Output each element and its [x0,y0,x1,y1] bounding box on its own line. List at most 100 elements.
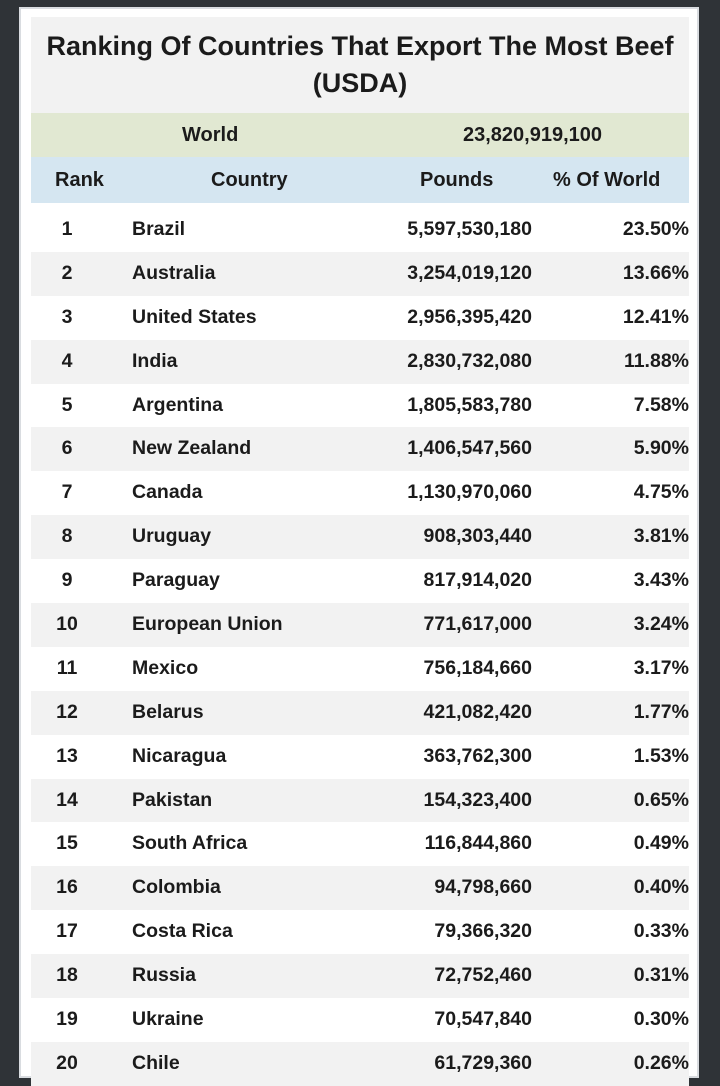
country-cell: New Zealand [132,437,252,460]
percent-cell: 3.24% [633,613,689,636]
pounds-cell: 363,762,300 [423,744,532,767]
rank-cell: 7 [61,481,73,504]
country-cell: Paraguay [132,569,220,592]
table-row: 16 Colombia 94,798,660 0.40% [31,866,689,911]
rank-cell: 20 [56,1051,78,1074]
pounds-cell: 908,303,440 [423,525,532,548]
table-row: 15 South Africa 116,844,860 0.49% [31,822,689,866]
country-cell: United States [132,305,257,328]
header-country: Country [211,169,288,191]
rank-cell: 6 [61,437,73,460]
rank-cell: 3 [61,305,73,328]
country-cell: Costa Rica [132,920,233,943]
country-cell: Australia [132,261,216,284]
table-row: 7 Canada 1,130,970,060 4.75% [31,471,689,515]
table-row: 20 Chile 61,729,360 0.26% [31,1041,689,1086]
percent-cell: 0.30% [633,1008,689,1031]
table-row: 13 Nicaragua 363,762,300 1.53% [31,735,689,779]
percent-cell: 3.17% [633,656,689,679]
country-cell: Canada [132,481,203,504]
percent-cell: 3.81% [633,525,689,548]
percent-cell: 12.41% [622,305,689,328]
rank-cell: 15 [56,832,78,855]
header-percent-of-world: % Of World [553,169,661,191]
percent-cell: 0.65% [633,788,689,811]
pounds-cell: 1,406,547,560 [407,437,532,460]
percent-cell: 0.40% [633,876,689,899]
percent-cell: 1.53% [633,744,689,767]
country-cell: Argentina [132,393,224,416]
pounds-cell: 79,366,320 [434,920,532,943]
rank-cell: 13 [56,744,78,767]
percent-cell: 4.75% [633,481,689,504]
rank-cell: 10 [56,613,78,636]
pounds-cell: 116,844,860 [424,832,532,855]
pounds-cell: 817,914,020 [423,569,532,592]
rank-cell: 14 [56,788,78,811]
country-cell: India [132,349,178,372]
rank-cell: 1 [61,218,73,240]
table-row: 18 Russia 72,752,460 0.31% [31,954,689,999]
world-total-value: 23,820,919,100 [463,124,603,146]
country-cell: Ukraine [132,1008,204,1031]
rank-cell: 9 [61,569,73,592]
table-row: 6 New Zealand 1,406,547,560 5.90% [31,427,689,472]
pounds-cell: 421,082,420 [423,700,532,723]
rank-cell: 11 [56,656,78,679]
table-row: 1 Brazil 5,597,530,180 23.50% [31,208,689,252]
country-cell: South Africa [132,832,248,855]
percent-cell: 11.88% [623,349,689,372]
header-rank: Rank [55,169,104,191]
rank-cell: 2 [61,261,73,284]
table-title: Ranking Of Countries That Export The Mos… [31,17,689,113]
rank-cell: 19 [56,1008,78,1031]
beef-export-table: Ranking Of Countries That Export The Mos… [19,7,699,1086]
pounds-cell: 756,184,660 [423,656,532,679]
table-row: 5 Argentina 1,805,583,780 7.58% [31,384,689,428]
pounds-cell: 72,752,460 [434,964,532,987]
table-row: 19 Ukraine 70,547,840 0.30% [31,998,689,1042]
pounds-cell: 1,130,970,060 [407,481,532,504]
table-row: 9 Paraguay 817,914,020 3.43% [31,559,689,603]
percent-cell: 5.90% [633,437,689,460]
pounds-cell: 70,547,840 [434,1008,532,1031]
pounds-cell: 5,597,530,180 [407,218,532,240]
table-row: 10 European Union 771,617,000 3.24% [31,603,689,647]
country-cell: Mexico [132,656,199,679]
table-row: 2 Australia 3,254,019,120 13.66% [31,251,689,296]
table-row: 3 United States 2,956,395,420 12.41% [31,296,689,340]
table-row: 11 Mexico 756,184,660 3.17% [31,647,689,691]
percent-cell: 1.77% [633,700,689,723]
pounds-cell: 94,798,660 [434,876,532,899]
column-header-row: Rank Country Pounds % Of World [31,157,689,203]
country-cell: Russia [132,964,196,987]
table-row: 4 India 2,830,732,080 11.88% [31,339,689,384]
country-cell: Nicaragua [132,744,227,767]
country-cell: European Union [132,613,283,636]
percent-cell: 7.58% [633,393,689,416]
table-row: 17 Costa Rica 79,366,320 0.33% [31,910,689,954]
rank-cell: 5 [61,393,73,416]
rank-cell: 18 [56,964,78,987]
country-cell: Brazil [132,218,186,240]
country-cell: Colombia [132,876,221,899]
world-total-row: World 23,820,919,100 [31,113,689,157]
rank-cell: 16 [56,876,78,899]
percent-cell: 0.26% [633,1051,689,1074]
world-label: World [182,124,239,146]
table-row: 14 Pakistan 154,323,400 0.65% [31,778,689,823]
table-body: 1 Brazil 5,597,530,180 23.50% 2 Australia 3,25… [31,208,689,1086]
percent-cell: 0.49% [633,832,689,855]
table-row: 12 Belarus 421,082,420 1.77% [31,690,689,735]
pounds-cell: 154,323,400 [423,788,532,811]
table-row: 8 Uruguay 908,303,440 3.81% [31,515,689,560]
rank-cell: 17 [56,920,78,943]
rank-cell: 8 [61,525,73,548]
country-cell: Pakistan [132,788,213,811]
pounds-cell: 2,956,395,420 [407,305,532,328]
percent-cell: 0.33% [633,920,689,943]
country-cell: Chile [132,1051,180,1074]
pounds-cell: 3,254,019,120 [407,261,532,284]
percent-cell: 13.66% [622,261,689,284]
percent-cell: 0.31% [633,964,689,987]
